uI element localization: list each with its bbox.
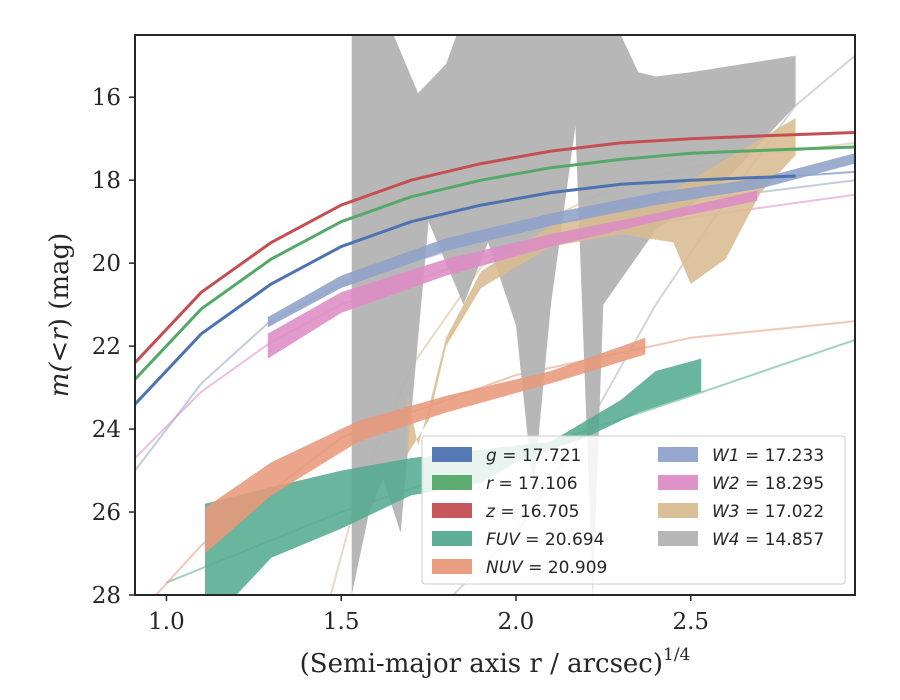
- legend-swatch-g: [432, 447, 472, 462]
- plot-frame: [134, 34, 856, 596]
- y-axis-label-rest: ) (mag): [45, 233, 75, 329]
- legend-band-name: NUV: [486, 558, 524, 578]
- y-tick-label: 20: [92, 251, 121, 277]
- legend-band-value: = 17.022: [740, 502, 825, 522]
- legend-swatch-w1: [658, 447, 698, 462]
- band-w4: [351, 35, 796, 595]
- legend-label-z: z = 16.705: [485, 502, 579, 522]
- y-axis-label-lt: <: [45, 341, 75, 363]
- x-axis-label-exponent: 1/4: [663, 645, 690, 665]
- y-axis-label: m(<r) (mag): [45, 233, 75, 398]
- legend-label-w1: W1 = 17.233: [712, 446, 824, 466]
- y-axis-label-r: r: [45, 327, 75, 341]
- legend-box: [421, 435, 846, 585]
- legend-label-nuv: NUV = 20.909: [486, 558, 607, 578]
- legend-band-name: FUV: [486, 530, 521, 550]
- legend-band-name: z: [485, 502, 496, 522]
- x-tick-label: 1.5: [323, 609, 360, 635]
- curve-g: [135, 174, 796, 406]
- legend-swatch-w2: [658, 475, 698, 490]
- legend-band-value: = 20.909: [523, 558, 608, 578]
- x-axis-label: (Semi-major axis r / arcsec)1/4: [300, 645, 691, 679]
- legend-label-r: r = 17.106: [486, 474, 578, 494]
- legend-swatch-w3: [658, 503, 698, 518]
- legend-swatch-w4: [658, 531, 698, 546]
- legend-label-fuv: FUV = 20.694: [486, 530, 604, 550]
- curve-r: [135, 145, 855, 381]
- legend-band-value: = 17.233: [740, 446, 825, 466]
- legend-swatch-fuv: [432, 531, 472, 546]
- band-nuv: [204, 337, 646, 554]
- legend-band-name: W4: [712, 530, 740, 550]
- legend-band-name: r: [486, 474, 494, 494]
- band-w3: [407, 118, 796, 454]
- legend-label-g: g = 17.721: [486, 446, 581, 466]
- legend-band-name: W2: [712, 474, 740, 494]
- y-tick-label: 18: [92, 168, 121, 194]
- curve-z: [135, 131, 855, 364]
- legend-swatch-z: [432, 503, 472, 518]
- legend-band-value: = 14.857: [740, 530, 825, 550]
- y-axis-label-m: m(: [45, 362, 75, 398]
- y-tick-label: 28: [92, 583, 121, 609]
- x-tick-label: 2.0: [498, 609, 535, 635]
- x-tick-label: 1.0: [148, 609, 185, 635]
- axis-ticks: 1.0 1.5 2.0 2.5 16 18 20 22 24 26 28: [92, 85, 709, 635]
- legend-band-value: = 17.721: [497, 446, 582, 466]
- legend-band-value: = 18.295: [740, 474, 825, 494]
- legend-band-name: W3: [712, 502, 740, 522]
- legend-band-value: = 17.106: [493, 474, 578, 494]
- legend-band-name: W1: [712, 446, 740, 466]
- legend-label-w2: W2 = 18.295: [712, 474, 824, 494]
- y-tick-label: 22: [92, 334, 121, 360]
- band-w2: [267, 190, 758, 359]
- legend-band-name: g: [486, 446, 497, 466]
- y-tick-label: 24: [92, 417, 121, 443]
- legend-swatch-r: [432, 475, 472, 490]
- legend-label-w3: W3 = 17.022: [712, 502, 824, 522]
- data-curves: [135, 131, 855, 406]
- band-w1: [267, 153, 855, 328]
- x-tick-label: 2.5: [672, 609, 709, 635]
- y-tick-label: 26: [92, 500, 121, 526]
- y-tick-label: 16: [92, 85, 121, 111]
- legend-band-value: = 16.705: [495, 502, 580, 522]
- legend-band-value: = 20.694: [520, 530, 605, 550]
- legend-swatch-nuv: [432, 559, 472, 574]
- legend-label-w4: W4 = 14.857: [712, 530, 824, 550]
- x-axis-label-text: (Semi-major axis r / arcsec): [300, 649, 663, 679]
